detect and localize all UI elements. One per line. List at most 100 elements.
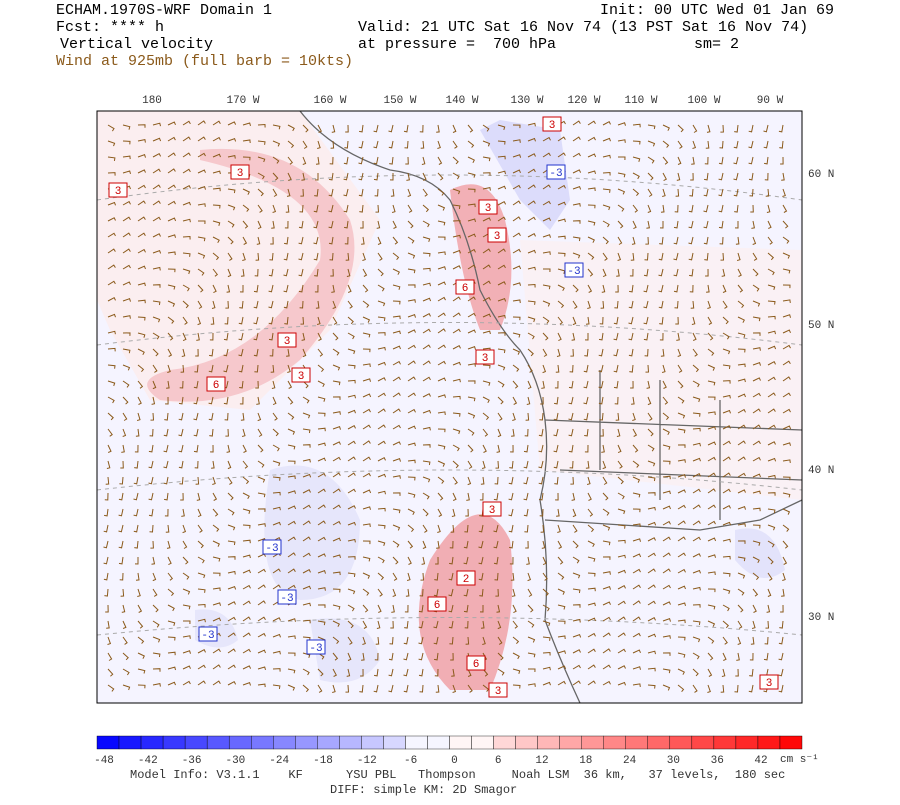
barb <box>512 652 520 660</box>
barb <box>647 172 654 181</box>
barb <box>287 584 296 590</box>
barb <box>662 460 671 465</box>
barb <box>763 140 769 149</box>
barb <box>167 681 176 686</box>
barb <box>482 264 491 270</box>
barb <box>317 684 323 693</box>
barb <box>527 572 532 582</box>
barb <box>497 170 506 175</box>
barb <box>677 140 683 149</box>
contour-label-box <box>262 539 282 555</box>
barb <box>767 474 776 479</box>
barb <box>452 345 461 350</box>
barb <box>137 364 145 373</box>
barb <box>118 556 124 565</box>
barb <box>692 504 701 510</box>
barb <box>647 584 656 590</box>
barb <box>197 572 206 579</box>
barb <box>735 236 740 245</box>
barb <box>557 284 565 292</box>
barb <box>377 346 386 351</box>
barb <box>343 172 349 181</box>
barb <box>602 601 611 606</box>
barb <box>287 505 297 510</box>
barb <box>287 475 296 480</box>
barb <box>268 300 274 309</box>
barb <box>389 636 394 645</box>
barb <box>150 540 154 549</box>
barb <box>662 156 669 165</box>
barb <box>752 392 761 398</box>
barb <box>493 492 499 501</box>
barb <box>512 348 521 355</box>
barb <box>647 521 657 526</box>
barb <box>302 619 311 624</box>
barb <box>345 124 349 133</box>
barb <box>392 392 401 398</box>
barb <box>763 124 769 133</box>
barb <box>437 476 445 484</box>
barb <box>287 568 296 574</box>
barb <box>152 364 158 373</box>
barb <box>721 668 726 677</box>
barb <box>302 668 310 676</box>
barb <box>283 252 289 261</box>
barb <box>568 412 574 421</box>
barb <box>692 586 701 591</box>
barb <box>737 393 746 398</box>
barb <box>182 268 191 275</box>
barb <box>497 364 506 371</box>
contour-label: 3 <box>549 120 556 132</box>
barb <box>332 300 337 309</box>
barb <box>152 153 162 158</box>
barb <box>647 444 655 452</box>
barb <box>677 364 683 373</box>
barb <box>647 537 656 542</box>
barb <box>407 204 413 213</box>
barb <box>377 316 386 321</box>
barb <box>212 170 221 175</box>
barb <box>587 170 596 175</box>
barb <box>150 412 155 421</box>
barb <box>422 524 428 533</box>
barb <box>722 488 731 494</box>
barb <box>452 328 461 334</box>
barb <box>208 412 214 421</box>
barb <box>242 460 249 469</box>
barb <box>437 251 446 255</box>
colorbar-label: -24 <box>269 755 289 767</box>
barb <box>718 204 724 213</box>
barb <box>182 540 188 549</box>
barb <box>463 588 469 597</box>
barb <box>673 284 679 293</box>
barb <box>497 216 506 222</box>
barb <box>692 124 698 133</box>
barb <box>317 570 326 574</box>
colorbar-box <box>162 735 186 750</box>
barb <box>272 428 279 437</box>
barb <box>737 489 746 494</box>
barb <box>257 220 262 230</box>
barb <box>644 252 649 261</box>
barb <box>527 588 533 597</box>
barb <box>271 220 275 229</box>
barb <box>107 684 115 692</box>
colorbar-box <box>383 735 406 750</box>
barb <box>227 524 236 531</box>
barb <box>422 492 430 500</box>
barb <box>572 508 577 518</box>
barb <box>122 140 131 145</box>
barb <box>362 408 371 414</box>
barb <box>782 476 791 481</box>
barb <box>377 440 386 446</box>
barb <box>167 364 171 373</box>
barb <box>272 204 277 213</box>
barb <box>196 492 201 501</box>
barb <box>766 204 771 213</box>
barb <box>257 460 265 468</box>
barb <box>437 236 446 241</box>
barb <box>691 156 695 165</box>
barb <box>718 172 724 181</box>
barb <box>287 490 296 494</box>
barb <box>390 620 394 629</box>
